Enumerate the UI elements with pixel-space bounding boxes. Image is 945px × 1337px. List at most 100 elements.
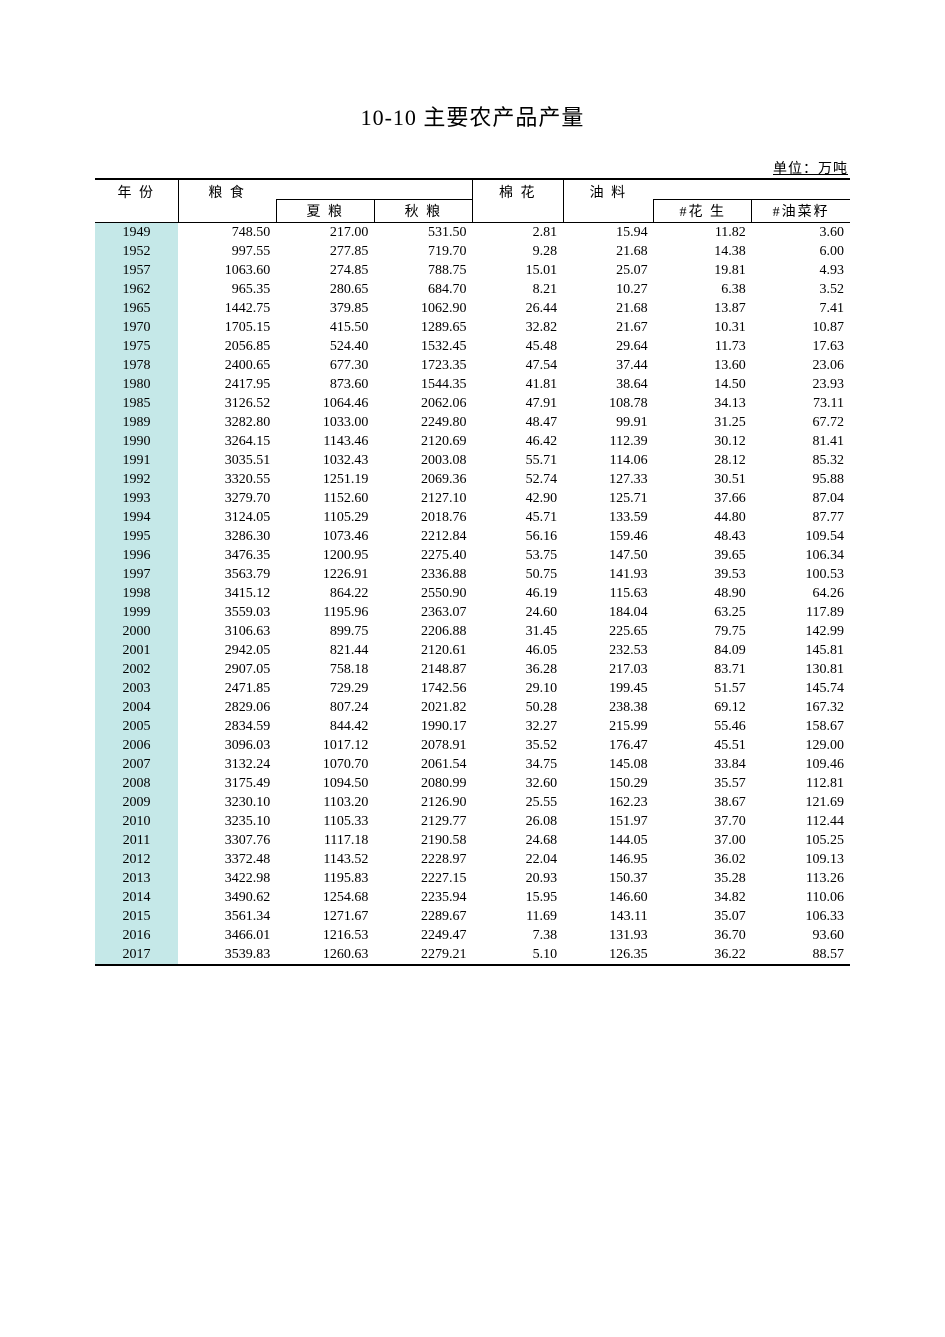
table-row: 20022907.05758.182148.8736.28217.0383.71… bbox=[95, 660, 850, 679]
cell-oil: 25.07 bbox=[563, 261, 654, 280]
cell-autumn: 2148.87 bbox=[374, 660, 472, 679]
cell-year: 1978 bbox=[95, 356, 178, 375]
cell-year: 1998 bbox=[95, 584, 178, 603]
cell-grain: 2829.06 bbox=[178, 698, 276, 717]
cell-year: 2015 bbox=[95, 907, 178, 926]
cell-rapeseed: 100.53 bbox=[752, 565, 850, 584]
cell-autumn: 2363.07 bbox=[374, 603, 472, 622]
cell-peanut: 45.51 bbox=[654, 736, 752, 755]
cell-cotton: 26.08 bbox=[472, 812, 563, 831]
cell-grain: 748.50 bbox=[178, 222, 276, 242]
cell-year: 1980 bbox=[95, 375, 178, 394]
table-row: 20133422.981195.832227.1520.93150.3735.2… bbox=[95, 869, 850, 888]
cell-autumn: 2206.88 bbox=[374, 622, 472, 641]
cell-rapeseed: 121.69 bbox=[752, 793, 850, 812]
cell-rapeseed: 3.52 bbox=[752, 280, 850, 299]
cell-cotton: 46.42 bbox=[472, 432, 563, 451]
cell-year: 2007 bbox=[95, 755, 178, 774]
cell-peanut: 55.46 bbox=[654, 717, 752, 736]
cell-peanut: 28.12 bbox=[654, 451, 752, 470]
cell-peanut: 37.66 bbox=[654, 489, 752, 508]
cell-cotton: 36.28 bbox=[472, 660, 563, 679]
cell-peanut: 19.81 bbox=[654, 261, 752, 280]
cell-grain: 2056.85 bbox=[178, 337, 276, 356]
cell-oil: 131.93 bbox=[563, 926, 654, 945]
table-row: 19943124.051105.292018.7645.71133.5944.8… bbox=[95, 508, 850, 527]
cell-peanut: 44.80 bbox=[654, 508, 752, 527]
cell-summer: 280.65 bbox=[276, 280, 374, 299]
cell-grain: 3230.10 bbox=[178, 793, 276, 812]
cell-autumn: 1990.17 bbox=[374, 717, 472, 736]
cell-cotton: 41.81 bbox=[472, 375, 563, 394]
cell-autumn: 1289.65 bbox=[374, 318, 472, 337]
cell-autumn: 2120.61 bbox=[374, 641, 472, 660]
cell-cotton: 25.55 bbox=[472, 793, 563, 812]
cell-oil: 133.59 bbox=[563, 508, 654, 527]
cell-grain: 3126.52 bbox=[178, 394, 276, 413]
table-row: 20063096.031017.122078.9135.52176.4745.5… bbox=[95, 736, 850, 755]
cell-cotton: 34.75 bbox=[472, 755, 563, 774]
table-row: 19701705.15415.501289.6532.8221.6710.311… bbox=[95, 318, 850, 337]
cell-oil: 225.65 bbox=[563, 622, 654, 641]
cell-grain: 2942.05 bbox=[178, 641, 276, 660]
cell-grain: 2400.65 bbox=[178, 356, 276, 375]
cell-cotton: 31.45 bbox=[472, 622, 563, 641]
cell-peanut: 63.25 bbox=[654, 603, 752, 622]
cell-peanut: 14.38 bbox=[654, 242, 752, 261]
cell-peanut: 35.07 bbox=[654, 907, 752, 926]
cell-oil: 162.23 bbox=[563, 793, 654, 812]
cell-grain: 3466.01 bbox=[178, 926, 276, 945]
table-row: 19853126.521064.462062.0647.91108.7834.1… bbox=[95, 394, 850, 413]
cell-rapeseed: 109.54 bbox=[752, 527, 850, 546]
cell-rapeseed: 93.60 bbox=[752, 926, 850, 945]
cell-autumn: 2279.21 bbox=[374, 945, 472, 965]
cell-year: 1985 bbox=[95, 394, 178, 413]
cell-year: 2001 bbox=[95, 641, 178, 660]
cell-autumn: 2235.94 bbox=[374, 888, 472, 907]
cell-cotton: 32.27 bbox=[472, 717, 563, 736]
cell-rapeseed: 4.93 bbox=[752, 261, 850, 280]
cell-grain: 3106.63 bbox=[178, 622, 276, 641]
cell-autumn: 2249.80 bbox=[374, 413, 472, 432]
cell-summer: 217.00 bbox=[276, 222, 374, 242]
cell-peanut: 34.82 bbox=[654, 888, 752, 907]
cell-grain: 3372.48 bbox=[178, 850, 276, 869]
cell-cotton: 2.81 bbox=[472, 222, 563, 242]
cell-grain: 3286.30 bbox=[178, 527, 276, 546]
cell-grain: 3264.15 bbox=[178, 432, 276, 451]
cell-rapeseed: 145.81 bbox=[752, 641, 850, 660]
col-year: 年 份 bbox=[95, 179, 178, 222]
cell-cotton: 46.19 bbox=[472, 584, 563, 603]
cell-peanut: 36.22 bbox=[654, 945, 752, 965]
cell-autumn: 2550.90 bbox=[374, 584, 472, 603]
cell-peanut: 37.00 bbox=[654, 831, 752, 850]
cell-cotton: 35.52 bbox=[472, 736, 563, 755]
cell-oil: 151.97 bbox=[563, 812, 654, 831]
cell-peanut: 37.70 bbox=[654, 812, 752, 831]
table-row: 20153561.341271.672289.6711.69143.1135.0… bbox=[95, 907, 850, 926]
cell-rapeseed: 67.72 bbox=[752, 413, 850, 432]
cell-oil: 29.64 bbox=[563, 337, 654, 356]
unit-label: 单位：万吨 bbox=[95, 158, 850, 178]
cell-cotton: 8.21 bbox=[472, 280, 563, 299]
cell-summer: 1105.33 bbox=[276, 812, 374, 831]
cell-summer: 677.30 bbox=[276, 356, 374, 375]
cell-autumn: 2227.15 bbox=[374, 869, 472, 888]
cell-oil: 150.29 bbox=[563, 774, 654, 793]
cell-autumn: 2003.08 bbox=[374, 451, 472, 470]
cell-autumn: 1544.35 bbox=[374, 375, 472, 394]
cell-rapeseed: 112.81 bbox=[752, 774, 850, 793]
cell-oil: 112.39 bbox=[563, 432, 654, 451]
table-row: 19782400.65677.301723.3547.5437.4413.602… bbox=[95, 356, 850, 375]
page-container: 10-10 主要农产品产量 单位：万吨 年 份 粮 食 棉 花 油 料 夏 粮 … bbox=[0, 0, 945, 966]
page-title: 10-10 主要农产品产量 bbox=[95, 100, 850, 132]
cell-peanut: 48.43 bbox=[654, 527, 752, 546]
cell-grain: 2417.95 bbox=[178, 375, 276, 394]
cell-summer: 1073.46 bbox=[276, 527, 374, 546]
cell-peanut: 39.65 bbox=[654, 546, 752, 565]
table-row: 19983415.12864.222550.9046.19115.6348.90… bbox=[95, 584, 850, 603]
cell-year: 1999 bbox=[95, 603, 178, 622]
col-grain-sub-group bbox=[276, 179, 472, 199]
cell-oil: 21.68 bbox=[563, 299, 654, 318]
cell-summer: 1103.20 bbox=[276, 793, 374, 812]
